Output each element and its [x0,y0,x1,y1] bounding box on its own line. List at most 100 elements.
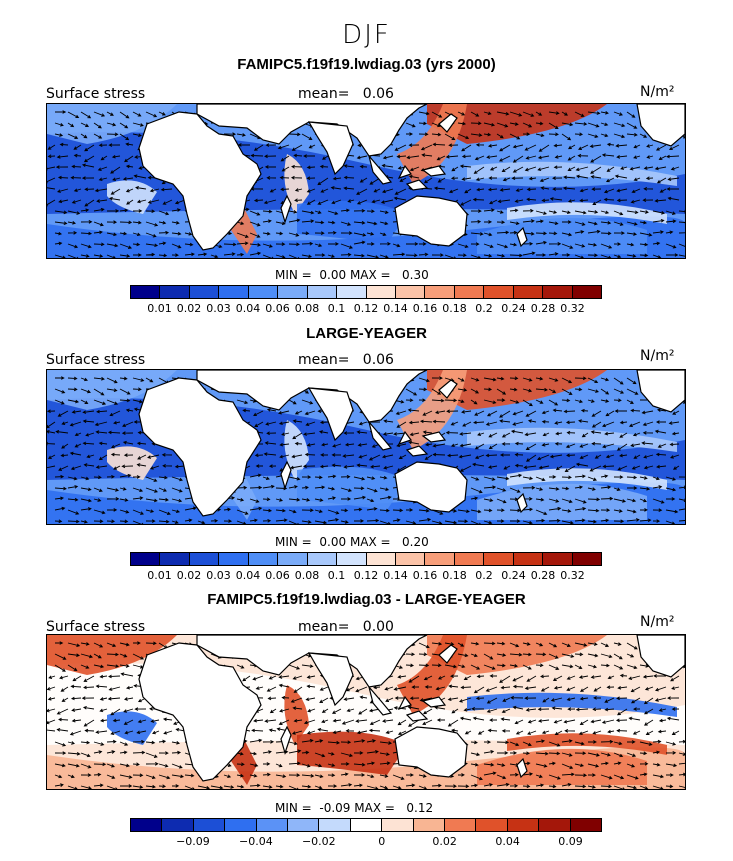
wind-arrow [652,241,661,246]
wind-arrow [600,752,611,757]
wind-arrow [119,473,132,478]
wind-arrow [340,243,353,249]
colorbar-swatch [131,286,161,298]
wind-arrow [54,399,65,405]
wind-arrow [280,155,290,162]
wind-arrow [119,519,129,524]
wind-arrow [522,772,534,776]
wind-arrow [448,684,459,689]
wind-arrow [379,520,391,524]
wind-arrow [509,133,521,140]
coastline [516,492,528,514]
wind-arrow [107,696,121,701]
wind-arrow [147,199,160,204]
wind-arrow [249,506,263,511]
wind-arrow [574,784,587,789]
wind-arrow [99,697,108,701]
wind-arrow [432,419,446,424]
wind-arrow [95,430,108,434]
wind-arrow [47,719,56,725]
colorbar-tick-label: 0.16 [412,569,438,582]
wind-arrow [437,177,446,183]
wind-arrow [486,155,498,159]
wind-arrow [80,254,90,258]
stress-contour-region [297,466,407,510]
panel-3-title: FAMIPC5.f19f19.lwdiag.03 - LARGE-YEAGER [207,591,526,608]
wind-arrow [158,739,167,744]
wind-arrow [626,664,638,670]
wind-arrow [108,143,121,147]
wind-arrow [488,432,498,438]
wind-arrow [132,242,141,247]
wind-arrow [340,783,353,787]
wind-arrow [57,410,69,417]
wind-arrow [301,133,313,140]
wind-arrow [281,695,290,700]
coastline [368,421,393,451]
wind-arrow [655,144,667,151]
wind-arrow [67,476,78,481]
wind-arrow [132,785,144,789]
wind-arrow [432,443,446,448]
wind-arrow [407,719,420,727]
wind-arrow [626,740,636,744]
wind-arrow [95,465,108,469]
wind-arrow [613,761,622,766]
wind-arrow [321,719,329,724]
wind-arrow [355,686,368,693]
wind-arrow [73,144,82,150]
wind-arrow [110,188,121,195]
wind-arrow [145,111,158,118]
colorbar-tick-label: 0.09 [558,835,583,848]
wind-arrow [574,122,588,126]
wind-arrow [461,144,472,152]
wind-arrow [327,763,336,767]
colorbar-tick-label: 0.18 [442,302,467,315]
wind-arrow [470,388,480,394]
wind-arrow [340,474,351,479]
wind-arrow [525,443,537,450]
wind-arrow [470,219,482,224]
wind-arrow [445,154,459,159]
wind-arrow [55,165,69,169]
wind-arrow [80,111,92,119]
wind-arrow [405,783,416,788]
wind-arrow [344,442,355,447]
wind-arrow [171,498,183,503]
wind-arrow [106,497,120,501]
wind-arrow [522,642,531,646]
wind-arrow [485,453,498,458]
wind-arrow [418,398,426,402]
wind-arrow [253,718,264,723]
wind-arrow [47,177,56,184]
wind-arrow [123,708,134,713]
wind-arrow [665,219,677,224]
wind-arrow [197,520,206,524]
wind-arrow [288,749,302,754]
wind-arrow [489,199,498,205]
wind-arrow [563,409,576,414]
wind-arrow [132,475,141,479]
wind-arrow [643,465,654,470]
wind-arrow [437,675,446,680]
colorbar-swatch [307,553,338,565]
wind-arrow [67,519,80,524]
wind-arrow [579,686,589,692]
wind-arrow [145,252,156,257]
colorbar-tick-label: 0.16 [412,302,438,315]
wind-arrow [93,475,102,480]
wind-arrow [237,143,251,147]
colorbar-tick-label: 0.24 [501,302,526,315]
wind-arrow [158,475,168,480]
wind-arrow [639,762,649,766]
wind-arrow [600,739,614,744]
wind-arrow [162,199,173,205]
wind-arrow [356,199,368,205]
wind-arrow [496,519,505,523]
wind-arrow [340,208,350,213]
wind-arrow [369,719,381,725]
wind-arrow [132,122,144,127]
wind-arrow [319,464,329,469]
wind-arrow [132,377,145,382]
wind-arrow [590,430,602,434]
